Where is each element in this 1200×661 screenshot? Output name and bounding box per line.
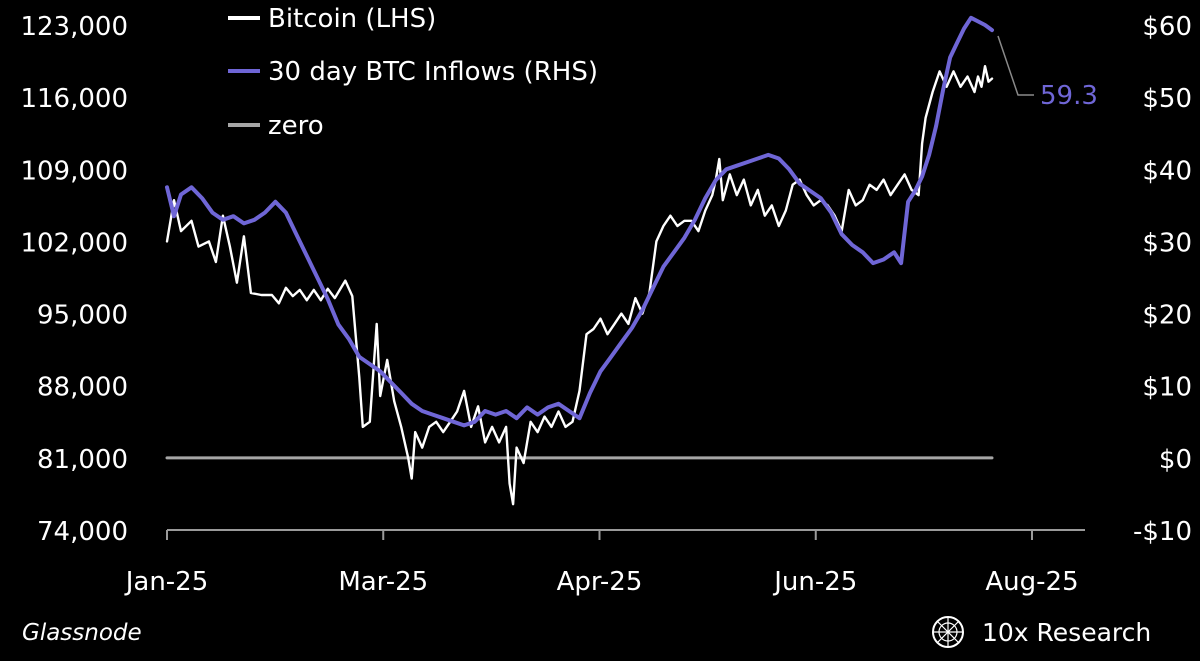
x-tick-label: Jun-25 (772, 567, 857, 597)
y-right-tick-label: $20 (1142, 301, 1192, 331)
brand-label: 10x Research (982, 618, 1151, 647)
last-value-label: 59.3 (1040, 81, 1098, 111)
y-left-tick-label: 81,000 (37, 445, 128, 475)
y-right-tick-label: $10 (1142, 373, 1192, 403)
y-left-tick-label: 88,000 (37, 373, 128, 403)
source-label: Glassnode (22, 620, 142, 646)
y-left-tick-label: 109,000 (20, 156, 128, 186)
legend-label: Bitcoin (LHS) (268, 4, 436, 34)
x-tick-label: Jan-25 (124, 567, 209, 597)
y-right-tick-label: $40 (1142, 156, 1192, 186)
annotation-layer: 59.3 (997, 35, 1098, 111)
btc-inflows-line (165, 15, 994, 428)
legend: Bitcoin (LHS) 30 day BTC Inflows (RHS) zer… (228, 4, 598, 141)
axes-layer: Jan-25 Mar-25 Apr-25 Jun-25 Aug-25 74,000 81,0… (20, 12, 1192, 597)
series-layer (165, 15, 994, 506)
annotation-leader-line (997, 35, 1034, 96)
y-right-tick-label: $30 (1142, 228, 1192, 258)
x-tick-label: Apr-25 (557, 567, 643, 597)
y-left-tick-label: 116,000 (20, 84, 128, 114)
brand-logo-icon (932, 616, 964, 648)
y-right-tick-label: -$10 (1133, 517, 1192, 547)
y-left-tick-label: 123,000 (20, 12, 128, 42)
x-tick-label: Mar-25 (338, 567, 428, 597)
legend-label: zero (268, 111, 324, 141)
y-right-tick-label: $50 (1142, 84, 1192, 114)
y-right-tick-label: $0 (1159, 445, 1192, 475)
legend-label: 30 day BTC Inflows (RHS) (268, 57, 598, 87)
x-tick-label: Aug-25 (985, 567, 1078, 597)
y-left-tick-label: 95,000 (37, 301, 128, 331)
y-right-tick-label: $60 (1142, 12, 1192, 42)
y-left-tick-label: 74,000 (37, 517, 128, 547)
y-left-tick-label: 102,000 (20, 228, 128, 258)
